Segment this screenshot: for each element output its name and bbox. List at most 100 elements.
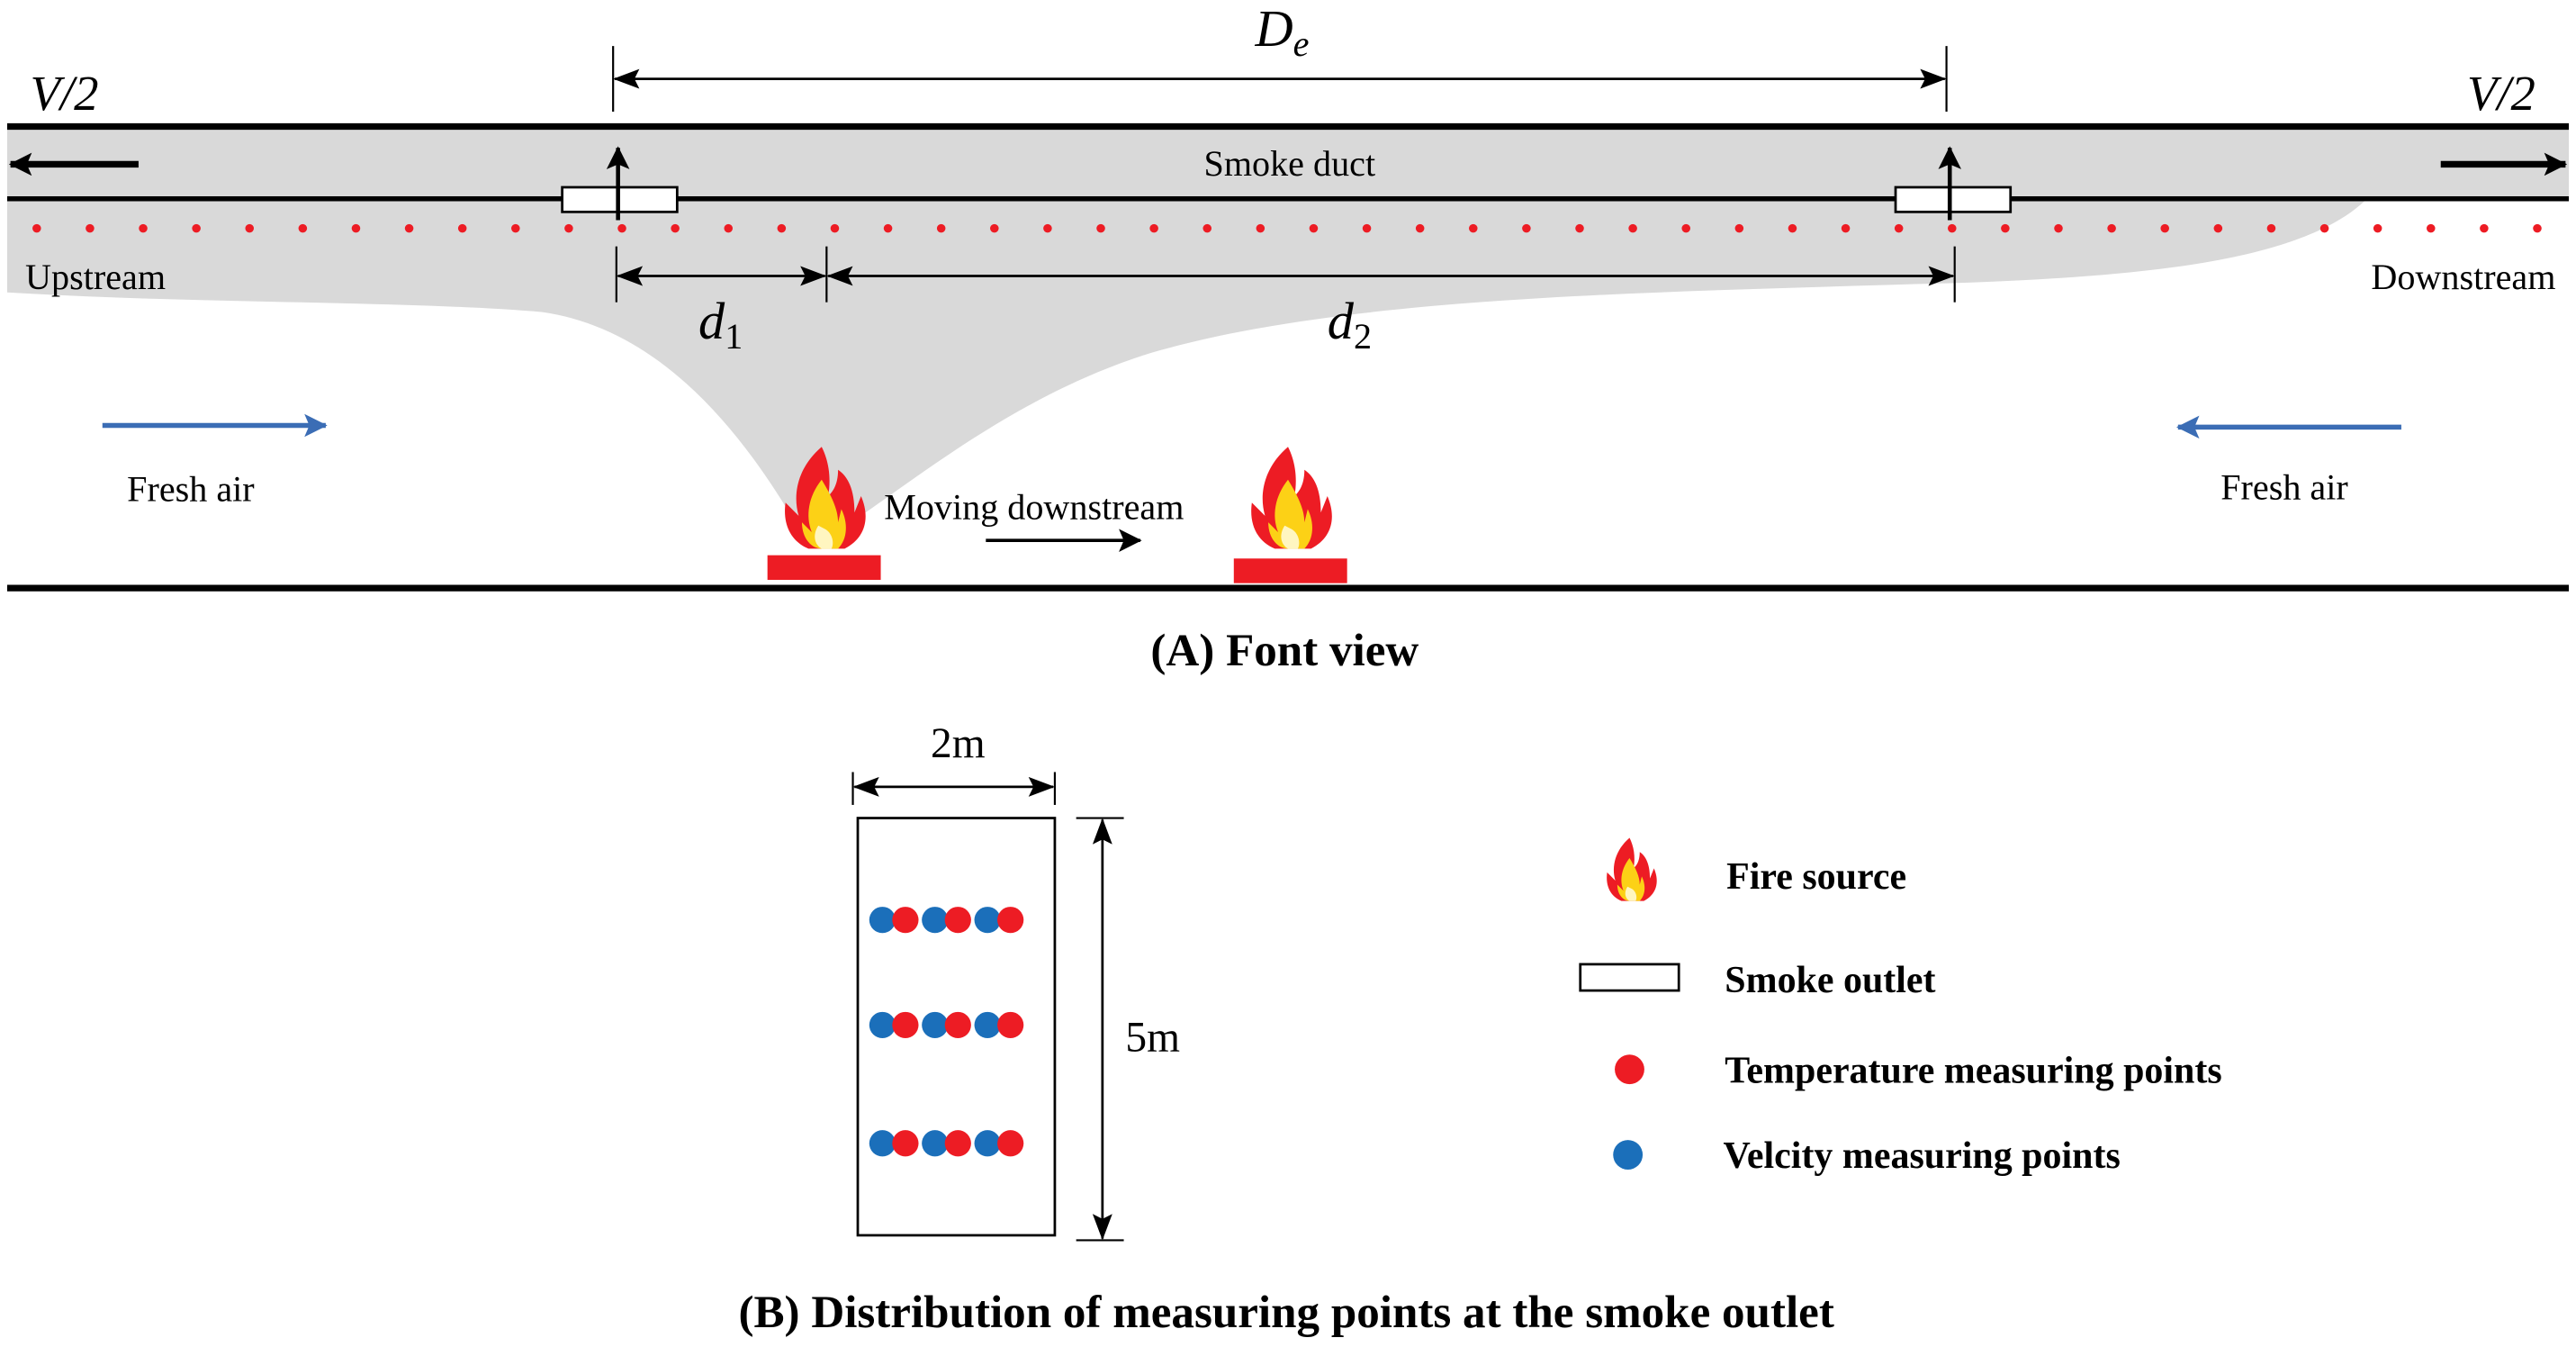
temperature-dot <box>936 223 946 233</box>
temperature-dot <box>2001 223 2010 233</box>
temperature-dot <box>245 223 254 233</box>
temperature-dot <box>1948 223 1957 233</box>
velocity-point <box>922 1130 949 1157</box>
temperature-dot <box>457 223 467 233</box>
panel-a: V/2 V/2 De Smoke duct Upstream Downstrea… <box>6 0 2570 676</box>
width-label: 2m <box>931 720 986 767</box>
fire-icon-moved <box>1251 447 1332 549</box>
temperature-dot <box>1149 223 1158 233</box>
temperature-point <box>944 1130 971 1157</box>
temperature-dot <box>1681 223 1690 233</box>
velocity-point <box>974 907 1001 934</box>
velocity-dot-icon <box>1613 1140 1644 1170</box>
moving-downstream-label: Moving downstream <box>884 487 1184 528</box>
fire-icon <box>1607 837 1657 901</box>
temperature-dot <box>883 223 893 233</box>
temperature-point <box>892 1011 919 1039</box>
temperature-dot <box>351 223 361 233</box>
temperature-dot <box>1734 223 1744 233</box>
temperature-dot <box>617 223 626 233</box>
smoke-region <box>6 128 2570 526</box>
temperature-point <box>892 1130 919 1157</box>
caption-b: (B) Distribution of measuring points at … <box>738 1287 1833 1338</box>
temperature-dot-row <box>32 223 2542 233</box>
legend-velocity-label: Velcity measuring points <box>1723 1135 2120 1177</box>
temperature-dot <box>671 223 680 233</box>
fire-tray-moved <box>1233 558 1347 583</box>
temperature-dot <box>1788 223 1797 233</box>
measuring-points <box>869 907 1024 1157</box>
temperature-dot <box>2373 223 2382 233</box>
velocity-point <box>922 1011 949 1039</box>
temperature-dot <box>1522 223 1531 233</box>
smoke-outlet-legend-icon <box>1579 963 1680 992</box>
temperature-dot <box>724 223 733 233</box>
smoke-duct-label: Smoke duct <box>1204 143 1376 184</box>
legend-fire-label: Fire source <box>1726 856 1906 898</box>
temperature-dot <box>1096 223 1105 233</box>
fresh-air-right-label: Fresh air <box>2220 467 2348 508</box>
temperature-dot <box>32 223 41 233</box>
temperature-dot <box>1841 223 1851 233</box>
temperature-dot <box>1309 223 1319 233</box>
legend-temperature-label: Temperature measuring points <box>1725 1050 2221 1091</box>
d2-label: d2 <box>1328 292 1372 357</box>
downstream-label: Downstream <box>2371 257 2555 297</box>
temperature-dot <box>139 223 148 233</box>
fire-tray-initial <box>767 555 881 581</box>
temperature-dot <box>2266 223 2276 233</box>
temperature-point <box>944 1011 971 1039</box>
temperature-dot <box>511 223 520 233</box>
temperature-dot <box>777 223 787 233</box>
velocity-point <box>922 907 949 934</box>
height-label: 5m <box>1125 1015 1180 1062</box>
temperature-dot-icon <box>1615 1054 1644 1085</box>
temperature-dot <box>86 223 95 233</box>
v-half-left: V/2 <box>31 66 99 121</box>
temperature-dot <box>404 223 414 233</box>
temperature-dot <box>298 223 308 233</box>
temperature-dot <box>1256 223 1265 233</box>
legend-outlet-label: Smoke outlet <box>1725 960 1935 1001</box>
temperature-point <box>944 907 971 934</box>
temperature-dot <box>830 223 840 233</box>
smoke-outlet-right <box>1894 185 2013 213</box>
temperature-dot <box>1202 223 1211 233</box>
temperature-dot <box>1894 223 1904 233</box>
temperature-dot <box>1043 223 1052 233</box>
velocity-point <box>974 1130 1001 1157</box>
v-half-right: V/2 <box>2467 66 2535 121</box>
temperature-dot <box>2213 223 2223 233</box>
temperature-dot <box>1469 223 1478 233</box>
d1-label: d1 <box>698 292 743 357</box>
temperature-dot <box>1628 223 1637 233</box>
temperature-dot <box>2480 223 2489 233</box>
upstream-label: Upstream <box>25 257 166 297</box>
temperature-dot <box>990 223 999 233</box>
temperature-dot <box>2107 223 2116 233</box>
legend: Fire source Smoke outlet Temperature mea… <box>1579 837 2222 1177</box>
temperature-dot <box>2054 223 2063 233</box>
caption-a: (A) Font view <box>1150 625 1419 676</box>
temperature-dot <box>2427 223 2436 233</box>
temperature-dot <box>2533 223 2542 233</box>
temperature-dot <box>192 223 201 233</box>
panel-b: 2m 5m Fire source Smoke outlet Temperatu… <box>738 720 2221 1338</box>
temperature-dot <box>1362 223 1372 233</box>
temperature-dot <box>1575 223 1584 233</box>
temperature-dot <box>2319 223 2329 233</box>
temperature-point <box>997 1130 1024 1157</box>
de-label: De <box>1255 0 1310 64</box>
temperature-point <box>892 907 919 934</box>
temperature-dot <box>1415 223 1425 233</box>
velocity-point <box>869 1130 896 1157</box>
velocity-point <box>869 907 896 934</box>
temperature-dot <box>2160 223 2169 233</box>
temperature-point <box>997 907 1024 934</box>
velocity-point <box>869 1011 896 1039</box>
velocity-point <box>974 1011 1001 1039</box>
temperature-dot <box>564 223 573 233</box>
temperature-point <box>997 1011 1024 1039</box>
fresh-air-left-label: Fresh air <box>127 468 255 509</box>
